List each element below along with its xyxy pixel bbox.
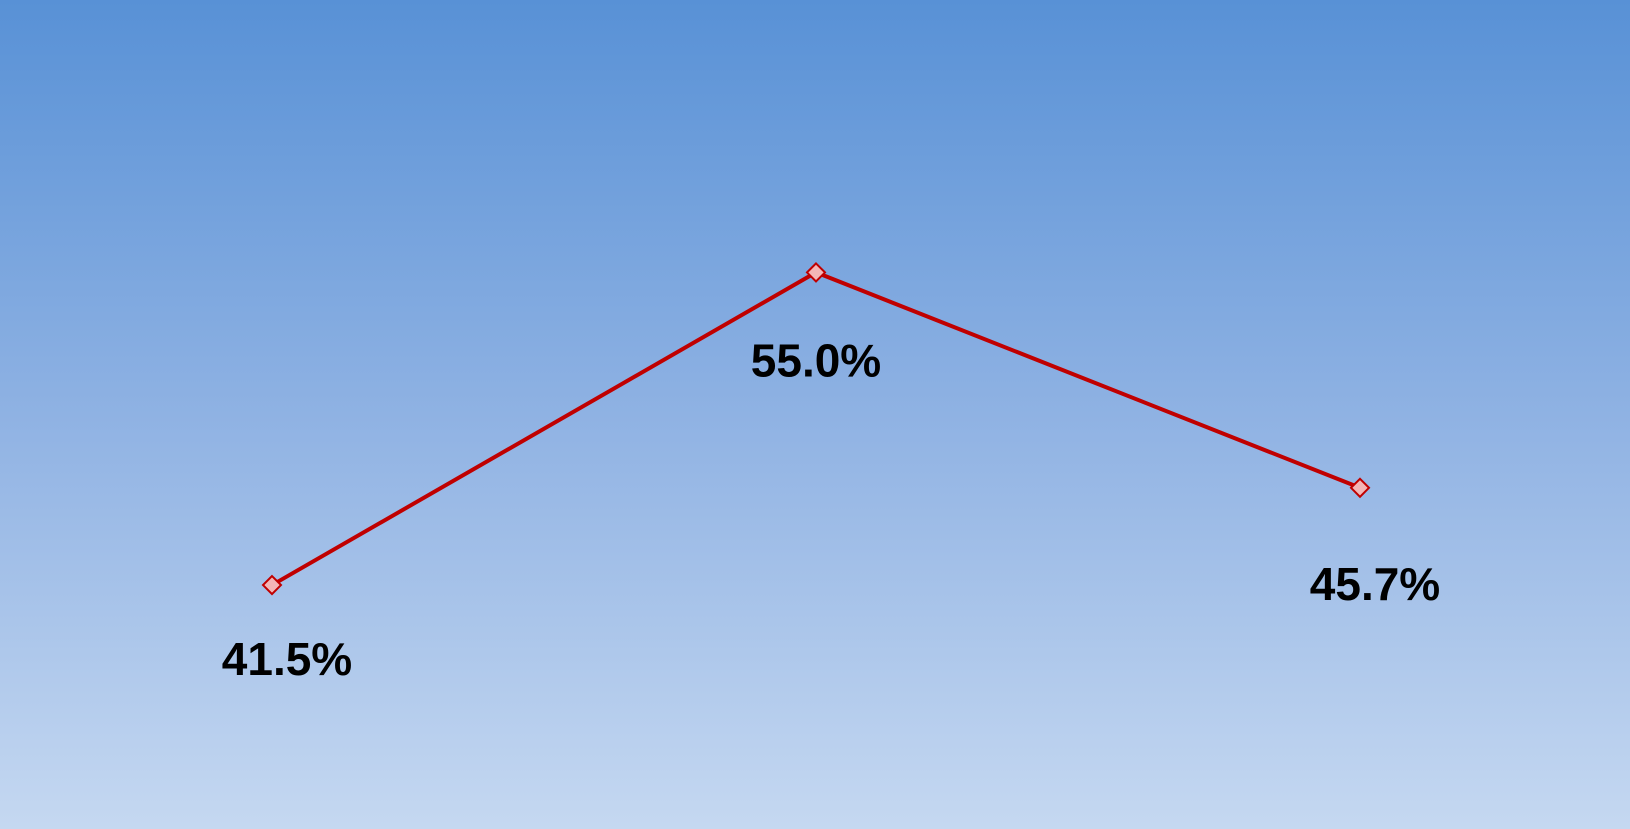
data-point-marker [805,261,827,283]
series-layer [261,261,1371,596]
data-point-marker [261,574,283,596]
data-label: 41.5% [222,633,352,685]
data-label-layer: 41.5% 55.0% 45.7% [222,334,1440,685]
data-label: 55.0% [751,334,881,386]
data-point-marker [1349,477,1371,499]
series-line [271,270,1361,587]
data-label: 45.7% [1310,558,1440,610]
